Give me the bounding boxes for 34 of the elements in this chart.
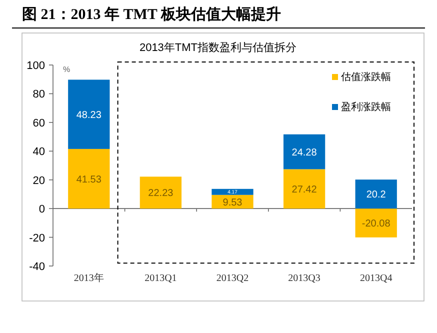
legend-label: 盈利涨跌幅 (341, 101, 391, 113)
y-tick-label: 80 (32, 88, 45, 101)
bar (212, 188, 254, 195)
data-label: 22.23 (148, 188, 174, 200)
bar (68, 148, 110, 209)
bar (68, 80, 110, 149)
y-axis-title: % (63, 65, 70, 74)
data-label: 9.53 (222, 197, 243, 208)
x-tick-label: 2013Q4 (360, 273, 392, 284)
x-tick-label: 2013年 (74, 272, 104, 284)
data-label: -20.08 (362, 218, 391, 230)
bar (140, 176, 182, 209)
bar (355, 180, 397, 209)
y-tick-label: 20 (32, 174, 45, 187)
data-label: 27.42 (292, 184, 318, 196)
chart-subtitle: 2013年TMT指数盈利与估值拆分 (139, 41, 297, 54)
legend-label: 估值涨跌幅 (341, 71, 391, 83)
data-label: 24.28 (292, 147, 318, 158)
bar (355, 208, 397, 238)
y-tick-label: 0 (38, 204, 45, 216)
bar (283, 134, 326, 170)
y-tick-label: -20 (29, 232, 45, 244)
data-label: 48.23 (76, 110, 102, 121)
x-tick-label: 2013Q3 (288, 273, 320, 284)
y-tick-label: 40 (32, 146, 45, 158)
x-tick-label: 2013Q2 (216, 273, 249, 284)
y-tick-label: -40 (29, 261, 45, 273)
y-tick-label: 100 (26, 60, 45, 72)
x-tick-label: 2013Q1 (144, 273, 177, 284)
data-label: 20.2 (366, 190, 386, 201)
y-tick-label: 60 (32, 117, 45, 130)
bar (283, 169, 326, 209)
chart-title: 图 21：2013 年 TMT 板块估值大幅提升 (22, 6, 281, 23)
data-label: 41.53 (76, 174, 102, 186)
